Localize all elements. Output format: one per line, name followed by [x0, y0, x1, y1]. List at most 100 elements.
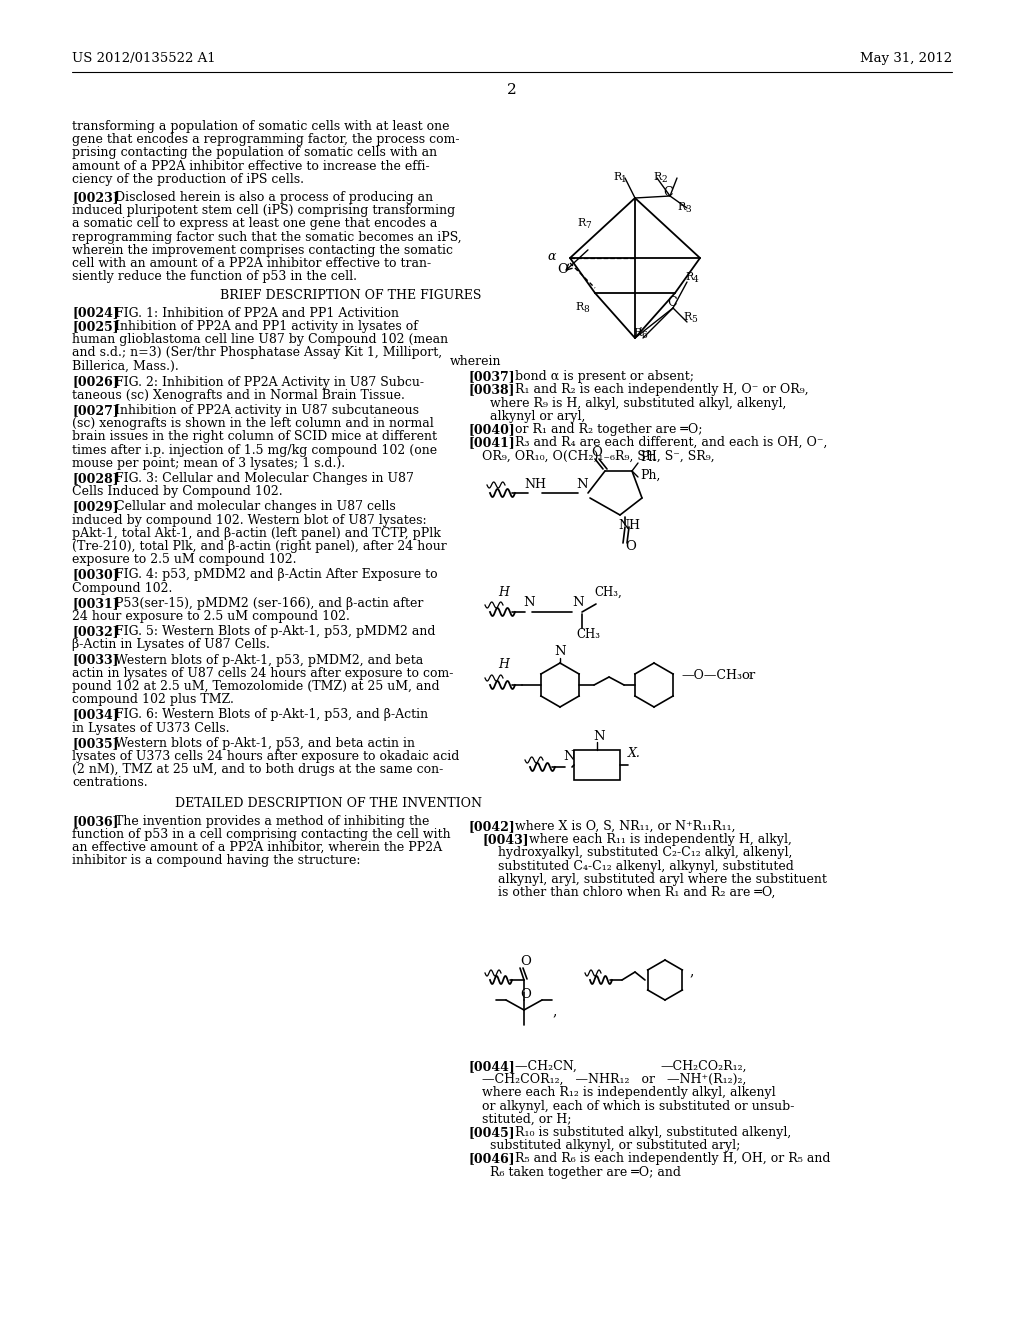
Text: bond α is present or absent;: bond α is present or absent; — [500, 370, 694, 383]
Text: R: R — [677, 202, 685, 213]
Text: NH: NH — [618, 519, 640, 532]
Text: times after i.p. injection of 1.5 mg/kg compound 102 (one: times after i.p. injection of 1.5 mg/kg … — [72, 444, 437, 457]
Text: 5: 5 — [691, 315, 697, 323]
Text: N: N — [593, 730, 604, 743]
Text: Cells Induced by Compound 102.: Cells Induced by Compound 102. — [72, 486, 283, 498]
Text: [0025]: [0025] — [72, 319, 119, 333]
Text: [0030]: [0030] — [72, 569, 119, 581]
Text: [0045]: [0045] — [468, 1126, 515, 1139]
Text: 4: 4 — [693, 275, 698, 284]
Text: substituted alkynyl, or substituted aryl;: substituted alkynyl, or substituted aryl… — [490, 1139, 740, 1152]
Text: induced by compound 102. Western blot of U87 lysates:: induced by compound 102. Western blot of… — [72, 513, 427, 527]
Text: [0026]: [0026] — [72, 376, 119, 388]
Text: or R₁ and R₂ together are ═O;: or R₁ and R₂ together are ═O; — [500, 422, 702, 436]
Text: FIG. 3: Cellular and Molecular Changes in U87: FIG. 3: Cellular and Molecular Changes i… — [103, 473, 414, 484]
Text: amount of a PP2A inhibitor effective to increase the effi-: amount of a PP2A inhibitor effective to … — [72, 160, 430, 173]
Text: 1: 1 — [621, 176, 627, 183]
Text: 2: 2 — [507, 83, 517, 96]
Text: —CH₂COR₁₂,   —NHR₁₂   or   —NH⁺(R₁₂)₂,: —CH₂COR₁₂, —NHR₁₂ or —NH⁺(R₁₂)₂, — [482, 1073, 746, 1086]
Text: 2: 2 — [662, 176, 667, 183]
Text: 3: 3 — [685, 205, 690, 214]
Bar — [574, 750, 620, 780]
Text: May 31, 2012: May 31, 2012 — [860, 51, 952, 65]
Text: ,: , — [552, 1005, 556, 1018]
Text: P53(ser-15), pMDM2 (ser-166), and β-actin after: P53(ser-15), pMDM2 (ser-166), and β-acti… — [103, 597, 424, 610]
Text: a somatic cell to express at least one gene that encodes a: a somatic cell to express at least one g… — [72, 218, 437, 231]
Text: [0043]: [0043] — [482, 833, 528, 846]
Text: O: O — [591, 446, 602, 459]
Text: R₁₀ is substituted alkyl, substituted alkenyl,: R₁₀ is substituted alkyl, substituted al… — [500, 1126, 792, 1139]
Text: in Lysates of U373 Cells.: in Lysates of U373 Cells. — [72, 722, 229, 735]
Text: —CH₂CN,: —CH₂CN, — [500, 1060, 578, 1073]
Text: where each R₁₂ is independently alkyl, alkenyl: where each R₁₂ is independently alkyl, a… — [482, 1086, 775, 1100]
Text: [0035]: [0035] — [72, 737, 119, 750]
Text: pAkt-1, total Akt-1, and β-actin (left panel) and TCTP, pPlk: pAkt-1, total Akt-1, and β-actin (left p… — [72, 527, 441, 540]
Text: alkynyl or aryl,: alkynyl or aryl, — [490, 409, 586, 422]
Text: O: O — [625, 540, 636, 553]
Text: R: R — [577, 218, 586, 228]
Text: prising contacting the population of somatic cells with an: prising contacting the population of som… — [72, 147, 437, 160]
Text: The invention provides a method of inhibiting the: The invention provides a method of inhib… — [103, 814, 430, 828]
Text: [0038]: [0038] — [468, 383, 514, 396]
Text: N: N — [575, 478, 588, 491]
Text: O: O — [520, 987, 530, 1001]
Text: actin in lysates of U87 cells 24 hours after exposure to com-: actin in lysates of U87 cells 24 hours a… — [72, 667, 454, 680]
Text: OR₉, OR₁₀, O(CH₂)₁₋₆R₉, SH, S⁻, SR₉,: OR₉, OR₁₀, O(CH₂)₁₋₆R₉, SH, S⁻, SR₉, — [482, 449, 715, 462]
Text: H: H — [498, 657, 509, 671]
Text: or: or — [741, 669, 756, 682]
Text: X.: X. — [628, 747, 641, 760]
Text: induced pluripotent stem cell (iPS) comprising transforming: induced pluripotent stem cell (iPS) comp… — [72, 205, 456, 218]
Text: O: O — [520, 954, 530, 968]
Text: 6: 6 — [641, 331, 647, 341]
Text: FIG. 1: Inhibition of PP2A and PP1 Activition: FIG. 1: Inhibition of PP2A and PP1 Activ… — [103, 306, 399, 319]
Text: stituted, or H;: stituted, or H; — [482, 1113, 571, 1126]
Text: ,: , — [639, 318, 643, 331]
Text: cell with an amount of a PP2A inhibitor effective to tran-: cell with an amount of a PP2A inhibitor … — [72, 257, 431, 271]
Text: β-Actin in Lysates of U87 Cells.: β-Actin in Lysates of U87 Cells. — [72, 639, 270, 651]
Text: R: R — [613, 172, 622, 182]
Text: ,: , — [689, 964, 693, 978]
Text: or alkynyl, each of which is substituted or unsub-: or alkynyl, each of which is substituted… — [482, 1100, 795, 1113]
Text: [0032]: [0032] — [72, 626, 119, 638]
Text: O: O — [557, 263, 568, 276]
Text: [0029]: [0029] — [72, 500, 119, 513]
Text: R: R — [633, 327, 641, 338]
Text: alkynyl, aryl, substituted aryl where the substituent: alkynyl, aryl, substituted aryl where th… — [498, 873, 826, 886]
Text: is other than chloro when R₁ and R₂ are ═O,: is other than chloro when R₁ and R₂ are … — [498, 886, 775, 899]
Text: mouse per point; mean of 3 lysates; 1 s.d.).: mouse per point; mean of 3 lysates; 1 s.… — [72, 457, 345, 470]
Text: [0023]: [0023] — [72, 191, 119, 205]
Text: [0033]: [0033] — [72, 653, 119, 667]
Text: brain issues in the right column of SCID mice at different: brain issues in the right column of SCID… — [72, 430, 437, 444]
Text: DETAILED DESCRIPTION OF THE INVENTION: DETAILED DESCRIPTION OF THE INVENTION — [175, 796, 482, 809]
Text: where X is O, S, NR₁₁, or N⁺R₁₁R₁₁,: where X is O, S, NR₁₁, or N⁺R₁₁R₁₁, — [500, 820, 735, 833]
Text: 7: 7 — [585, 220, 591, 230]
Text: R: R — [683, 312, 691, 322]
Text: —CH₂CO₂R₁₂,: —CH₂CO₂R₁₂, — [660, 1060, 746, 1073]
Text: [0036]: [0036] — [72, 814, 119, 828]
Text: Billerica, Mass.).: Billerica, Mass.). — [72, 359, 179, 372]
Text: BRIEF DESCRIPTION OF THE FIGURES: BRIEF DESCRIPTION OF THE FIGURES — [220, 289, 481, 302]
Text: [0024]: [0024] — [72, 306, 119, 319]
Text: FIG. 4: p53, pMDM2 and β-Actin After Exposure to: FIG. 4: p53, pMDM2 and β-Actin After Exp… — [103, 569, 438, 581]
Text: and s.d.; n=3) (Ser/thr Phosphatase Assay Kit 1, Milliport,: and s.d.; n=3) (Ser/thr Phosphatase Assa… — [72, 346, 442, 359]
Text: (sc) xenografts is shown in the left column and in normal: (sc) xenografts is shown in the left col… — [72, 417, 434, 430]
Text: R₆ taken together are ═O; and: R₆ taken together are ═O; and — [490, 1166, 681, 1179]
Text: where R₉ is H, alkyl, substituted alkyl, alkenyl,: where R₉ is H, alkyl, substituted alkyl,… — [490, 396, 786, 409]
Text: [0031]: [0031] — [72, 597, 119, 610]
Text: compound 102 plus TMZ.: compound 102 plus TMZ. — [72, 693, 233, 706]
Text: [0028]: [0028] — [72, 473, 119, 484]
Text: function of p53 in a cell comprising contacting the cell with: function of p53 in a cell comprising con… — [72, 828, 451, 841]
Text: inhibitor is a compound having the structure:: inhibitor is a compound having the struc… — [72, 854, 360, 867]
Text: —O—CH₃: —O—CH₃ — [681, 669, 742, 682]
Text: US 2012/0135522 A1: US 2012/0135522 A1 — [72, 51, 216, 65]
Text: C: C — [667, 296, 677, 309]
Text: N: N — [523, 597, 535, 609]
Text: [0040]: [0040] — [468, 422, 515, 436]
Text: FIG. 2: Inhibition of PP2A Activity in U87 Subcu-: FIG. 2: Inhibition of PP2A Activity in U… — [103, 376, 424, 388]
Text: where each R₁₁ is independently H, alkyl,: where each R₁₁ is independently H, alkyl… — [513, 833, 793, 846]
Text: R₅ and R₆ is each independently H, OH, or R₅ and: R₅ and R₆ is each independently H, OH, o… — [500, 1152, 830, 1166]
Text: [0046]: [0046] — [468, 1152, 515, 1166]
Text: [0037]: [0037] — [468, 370, 515, 383]
Text: wherein: wherein — [450, 355, 502, 368]
Text: C: C — [663, 186, 673, 199]
